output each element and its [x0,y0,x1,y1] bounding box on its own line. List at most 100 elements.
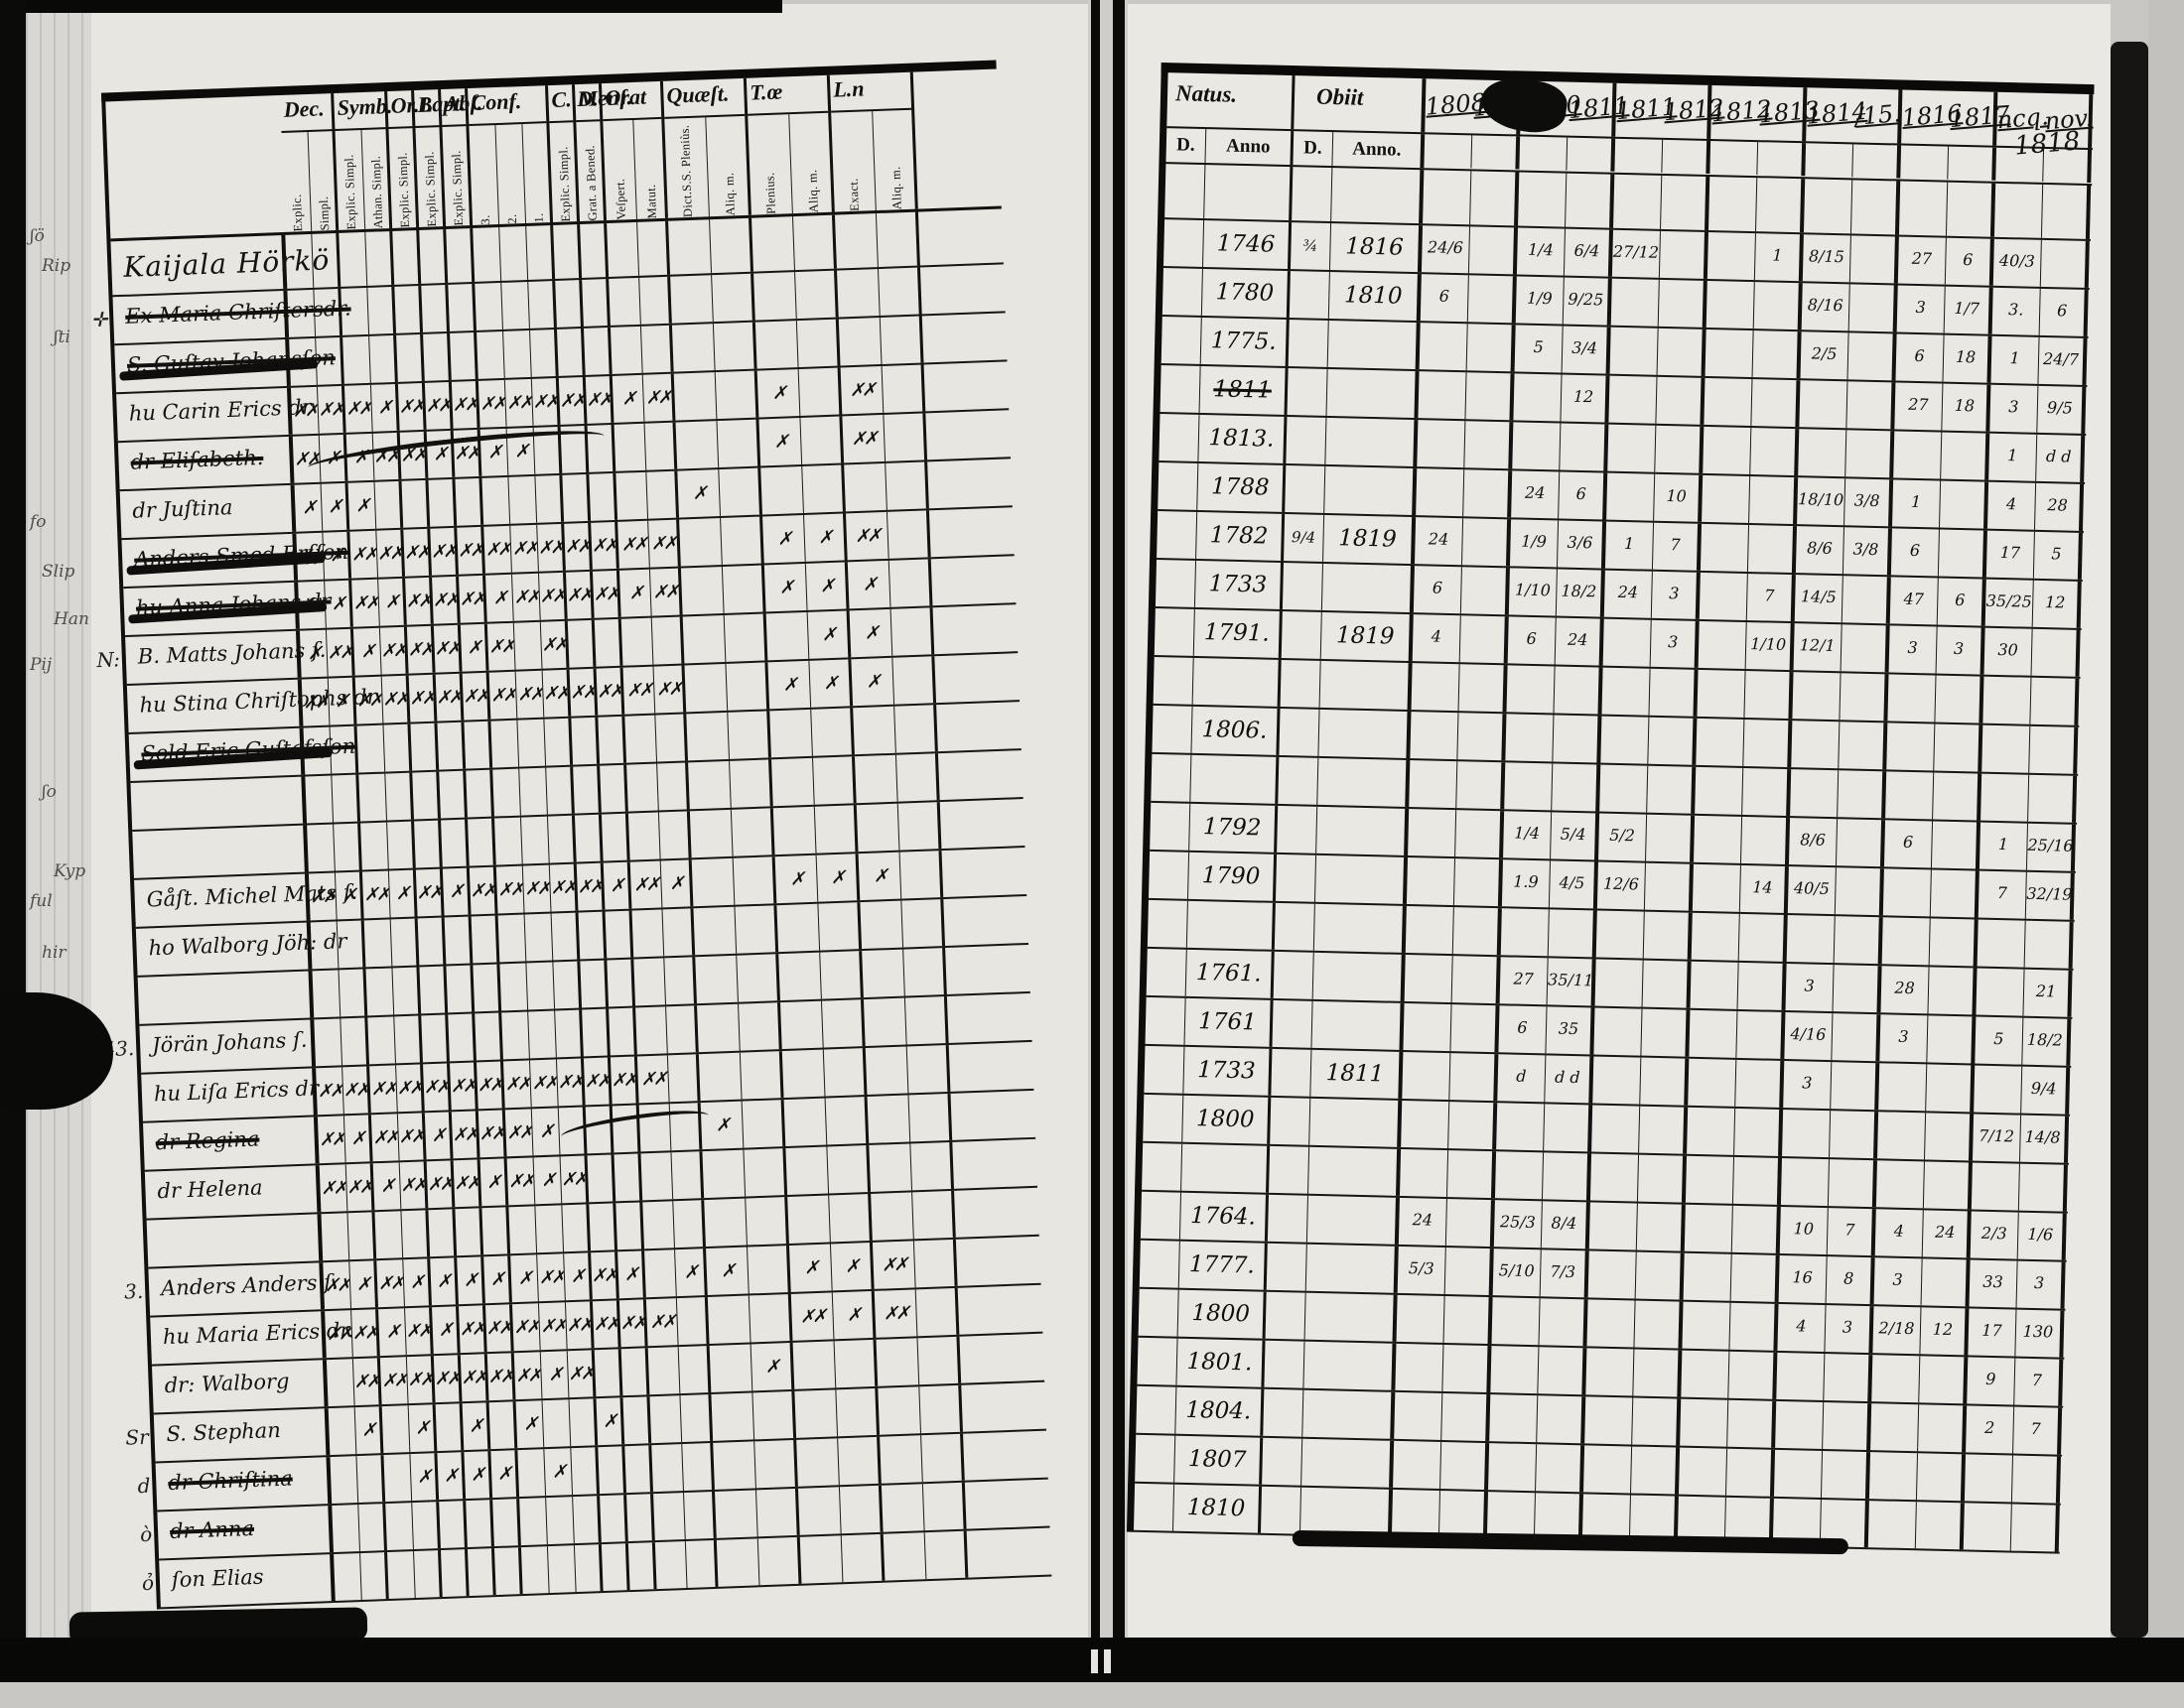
mark-cell [307,824,336,872]
natus-year: 1746 [1202,220,1293,270]
year-cell [1542,1152,1592,1201]
mark-cell: ✗✗ [629,860,663,909]
edge-scribble: ʃö [30,226,45,246]
person-name: dr Juſtina [119,484,297,539]
year-cell [1419,323,1468,371]
mark-cell [374,1211,404,1259]
year-cell [1704,377,1753,427]
year-cell [1824,1354,1873,1402]
mark-cell [671,1151,705,1200]
year-cell [1655,425,1705,473]
mark-cell [439,1501,468,1549]
year-cell [1823,1402,1872,1451]
year-cell [1609,327,1659,375]
mark-cell: ✗✗ [549,863,579,912]
mark-cell [383,1454,413,1503]
year-label: 1818 [2013,126,2082,162]
year-cell [1641,1008,1691,1057]
year-cell [2018,1163,2068,1212]
year-cell: 2/3 [1970,1211,2019,1259]
obiit-day [1272,999,1313,1048]
year-cell [1593,1007,1643,1056]
year-cell: 1/6 [2017,1212,2067,1260]
natus-year [1192,657,1282,707]
mark-cell: ✗✗ [583,1057,613,1106]
mark-cell: ✗ [328,677,357,725]
year-cell: 1/4 [1516,227,1567,276]
column-sublabel-text: Dict.S.S. Pleniùs. [677,124,696,218]
mark-cell [334,823,362,871]
year-label: 1816 [1900,99,1964,133]
year-cell [1933,772,1982,821]
year-cell [2024,920,2074,969]
natus-day [1144,1045,1185,1094]
mark-cell: ✗ [758,418,803,466]
obiit-year [1321,563,1415,613]
left-table-rows: Kaijala Hörkö ✛ Ex Maria Chriſtersdr. S. Gu… [90,208,1052,1610]
mark-cell: ✗✗ [504,1109,534,1157]
year-subcell [1614,138,1664,173]
year-cell: 1 [1979,822,2029,870]
year-cell [1544,1104,1593,1152]
year-cell [1798,429,1847,477]
mark-cell: ✗ [483,1255,512,1304]
year-cell [1681,1350,1730,1398]
mark-cell [481,476,511,525]
column-group: Quæſt. Dict.S.S. Pleniùs. Aliq. m. [662,77,751,218]
mark-cell [475,1012,503,1061]
mark-cell: ✗✗ [648,519,681,568]
mark-cell [503,329,532,378]
natus-day [1133,1483,1175,1531]
column-label: T.œ [746,74,829,116]
left-sheet: Dec. Explic. Simpl. Symb. Explic. Simpl. Atha… [34,0,1153,1708]
year-cell: 18 [1943,334,1992,383]
mark-cell [580,960,610,1008]
mark-cell: ✗ [349,1260,378,1309]
natus-year: 1764. [1179,1192,1269,1242]
mark-cell [394,285,424,333]
year-cell: 6/4 [1564,228,1613,277]
mark-cell: ✗ [830,1242,875,1291]
obiit-anno-sublabel: Anno. [1332,132,1426,169]
mark-cell [668,219,713,275]
column-sublabel: Explic. Simpl. [415,127,446,227]
year-cell [2011,1455,2061,1504]
mark-cell [423,332,452,381]
mark-cell: ✗ [335,871,364,920]
mark-cell [685,1539,719,1588]
year-cell [1394,1391,1443,1440]
mark-cell [755,1488,800,1537]
mark-cell [651,616,685,665]
year-cell: 27/12 [1611,229,1661,278]
year-cell: 3/4 [1562,326,1611,374]
year-cell [1599,764,1649,813]
mark-cell: ✗✗ [405,1307,434,1356]
natus-day [1150,802,1191,851]
mark-cell [387,1551,416,1599]
year-cell [1919,1356,1969,1404]
year-cell: d d [1545,1055,1594,1104]
mark-cell [594,618,623,667]
mark-cell: ✗✗ [513,1352,543,1400]
mark-cell [587,424,616,472]
mark-cell: ✗✗ [512,573,541,621]
year-cell: 6 [1890,528,1940,577]
year-cell [1915,1502,1965,1550]
mark-cell [895,753,940,802]
obiit-day [1285,465,1326,513]
year-subcell [1805,143,1854,178]
mark-cell [528,280,557,328]
mark-cell: ✗ [378,1308,407,1357]
mark-cell [917,1336,962,1385]
mark-cell [473,226,502,282]
person-name: hu Stina Chriſtophs dr [126,679,377,733]
mark-cell [332,1505,360,1553]
year-cell [2041,184,2092,240]
mark-cell [468,818,496,866]
column-sublabel: Athan. Simpl. [362,129,393,229]
mark-cell [698,1052,743,1102]
year-cell: 7 [2014,1358,2064,1406]
mark-cell [733,856,777,905]
mark-cell: ✗ [485,574,514,622]
year-cell [1980,773,2030,822]
